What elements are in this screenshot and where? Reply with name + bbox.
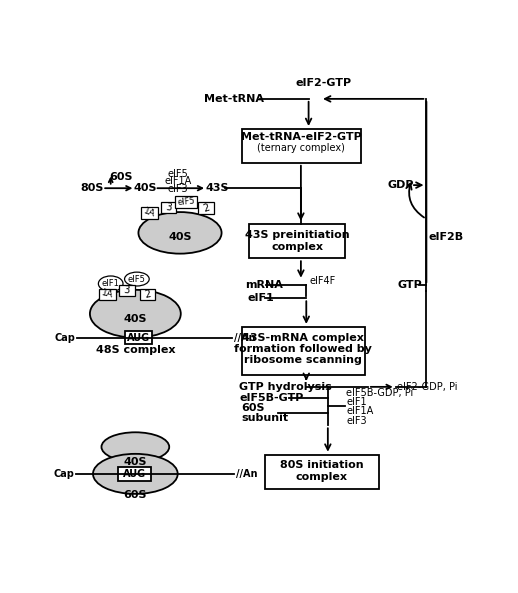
Text: eIF5B-GTP: eIF5B-GTP xyxy=(239,393,304,403)
Text: 80S: 80S xyxy=(80,183,104,193)
Text: subunit: subunit xyxy=(241,413,289,423)
Bar xyxy=(124,331,152,344)
Text: 48S complex: 48S complex xyxy=(96,345,175,355)
Bar xyxy=(198,202,214,214)
Text: 60S: 60S xyxy=(110,171,133,181)
Text: mRNA: mRNA xyxy=(244,280,282,290)
Ellipse shape xyxy=(102,432,169,461)
Text: 40S: 40S xyxy=(124,314,147,324)
Text: 3: 3 xyxy=(165,202,172,213)
Text: Cap: Cap xyxy=(54,469,75,479)
Text: eIF5: eIF5 xyxy=(177,197,195,208)
Text: 40S: 40S xyxy=(134,183,157,193)
Text: formation followed by: formation followed by xyxy=(234,344,372,354)
Bar xyxy=(241,129,361,163)
Text: 80S initiation: 80S initiation xyxy=(280,460,364,470)
Text: eIF2B: eIF2B xyxy=(428,232,463,242)
Text: 40S: 40S xyxy=(168,232,192,242)
Bar xyxy=(265,455,379,489)
Text: eIF4F: eIF4F xyxy=(309,276,336,286)
Text: 43S: 43S xyxy=(205,183,229,193)
Text: Met-tRNA: Met-tRNA xyxy=(204,94,264,104)
Text: eIF5B-GDP, Pi: eIF5B-GDP, Pi xyxy=(347,388,413,398)
Bar xyxy=(241,327,365,375)
Text: 60S: 60S xyxy=(124,490,147,500)
Text: GDP: GDP xyxy=(388,180,414,190)
Text: eIF1A: eIF1A xyxy=(164,176,191,186)
Text: //An: //An xyxy=(236,469,258,479)
Text: eIF1: eIF1 xyxy=(347,397,367,407)
Bar xyxy=(99,289,116,300)
Bar xyxy=(140,289,155,300)
Text: eIF1: eIF1 xyxy=(102,279,120,288)
Text: eIF1: eIF1 xyxy=(248,294,275,303)
Text: //An: //An xyxy=(234,333,255,343)
Text: GTP: GTP xyxy=(398,280,423,290)
Ellipse shape xyxy=(124,272,149,286)
Ellipse shape xyxy=(98,276,123,291)
Text: ribosome scanning: ribosome scanning xyxy=(244,355,362,365)
Text: 60S: 60S xyxy=(241,403,265,413)
Bar xyxy=(141,207,157,219)
Text: 40S: 40S xyxy=(124,457,147,467)
Ellipse shape xyxy=(90,290,181,337)
Text: AUG: AUG xyxy=(127,333,150,343)
Bar xyxy=(119,467,151,481)
Text: eIF3: eIF3 xyxy=(167,184,188,194)
Bar xyxy=(176,196,197,208)
Bar xyxy=(161,202,176,213)
Ellipse shape xyxy=(93,454,178,494)
Text: eIF2-GDP, Pi: eIF2-GDP, Pi xyxy=(397,382,457,392)
Text: (ternary complex): (ternary complex) xyxy=(257,143,345,153)
Text: eIF2-GTP: eIF2-GTP xyxy=(296,78,352,88)
Ellipse shape xyxy=(138,212,222,254)
Text: eIF5: eIF5 xyxy=(167,168,188,178)
Text: eIF5: eIF5 xyxy=(128,275,146,283)
Bar xyxy=(119,285,135,296)
Text: Met-tRNA-eIF2-GTP: Met-tRNA-eIF2-GTP xyxy=(240,132,361,142)
Text: 2: 2 xyxy=(143,289,152,300)
Text: 1A: 1A xyxy=(142,206,156,219)
Text: 2: 2 xyxy=(202,202,211,214)
Bar xyxy=(249,224,345,259)
Text: eIF3: eIF3 xyxy=(347,416,367,426)
Text: AUG: AUG xyxy=(123,469,146,479)
Text: 1A: 1A xyxy=(101,289,114,300)
Text: 43S preinitiation: 43S preinitiation xyxy=(244,230,349,240)
Text: Cap: Cap xyxy=(54,333,75,343)
Text: GTP hydrolysis: GTP hydrolysis xyxy=(239,382,332,392)
Text: complex: complex xyxy=(271,242,323,251)
Text: 43S-mRNA complex: 43S-mRNA complex xyxy=(242,333,364,343)
Text: 3: 3 xyxy=(123,285,131,296)
Text: complex: complex xyxy=(296,472,348,482)
Text: eIF1A: eIF1A xyxy=(347,406,373,416)
